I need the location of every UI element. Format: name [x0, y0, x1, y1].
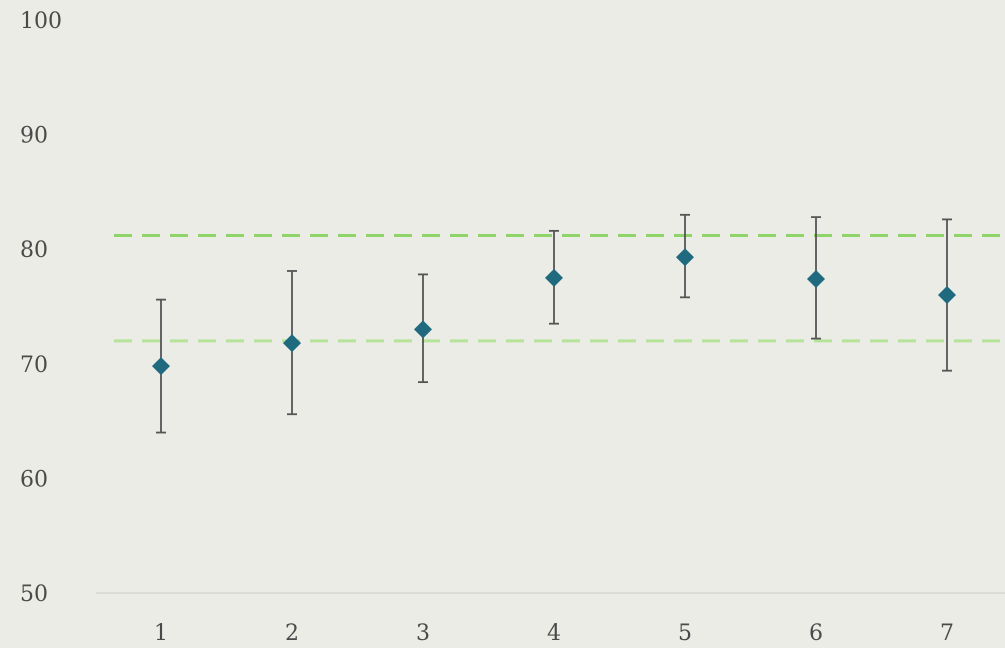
y-tick-label: 90	[20, 124, 48, 149]
data-point	[152, 357, 170, 376]
reference-lines	[114, 233, 1005, 343]
error-bars	[156, 213, 952, 434]
data-point	[414, 320, 432, 339]
data-point	[938, 286, 956, 305]
x-tick-label: 3	[416, 621, 430, 646]
y-tick-label: 50	[20, 582, 48, 607]
x-tick-label: 7	[940, 621, 954, 646]
x-tick-label: 6	[809, 621, 823, 646]
x-tick-label: 4	[547, 621, 561, 646]
y-tick-label: 80	[20, 238, 48, 263]
data-point	[807, 269, 825, 288]
y-axis-ticks: 50 60 70 80 90 100	[20, 9, 62, 607]
data-point	[545, 268, 563, 287]
y-tick-label: 100	[20, 9, 62, 34]
y-tick-label: 70	[20, 353, 48, 378]
data-point	[676, 248, 694, 267]
x-tick-label: 1	[154, 621, 168, 646]
y-tick-label: 60	[20, 467, 48, 492]
data-point	[283, 334, 301, 353]
x-tick-label: 2	[285, 621, 299, 646]
data-markers	[152, 248, 956, 376]
x-axis-ticks: 1 2 3 4 5 6 7	[154, 621, 954, 646]
x-tick-label: 5	[678, 621, 692, 646]
